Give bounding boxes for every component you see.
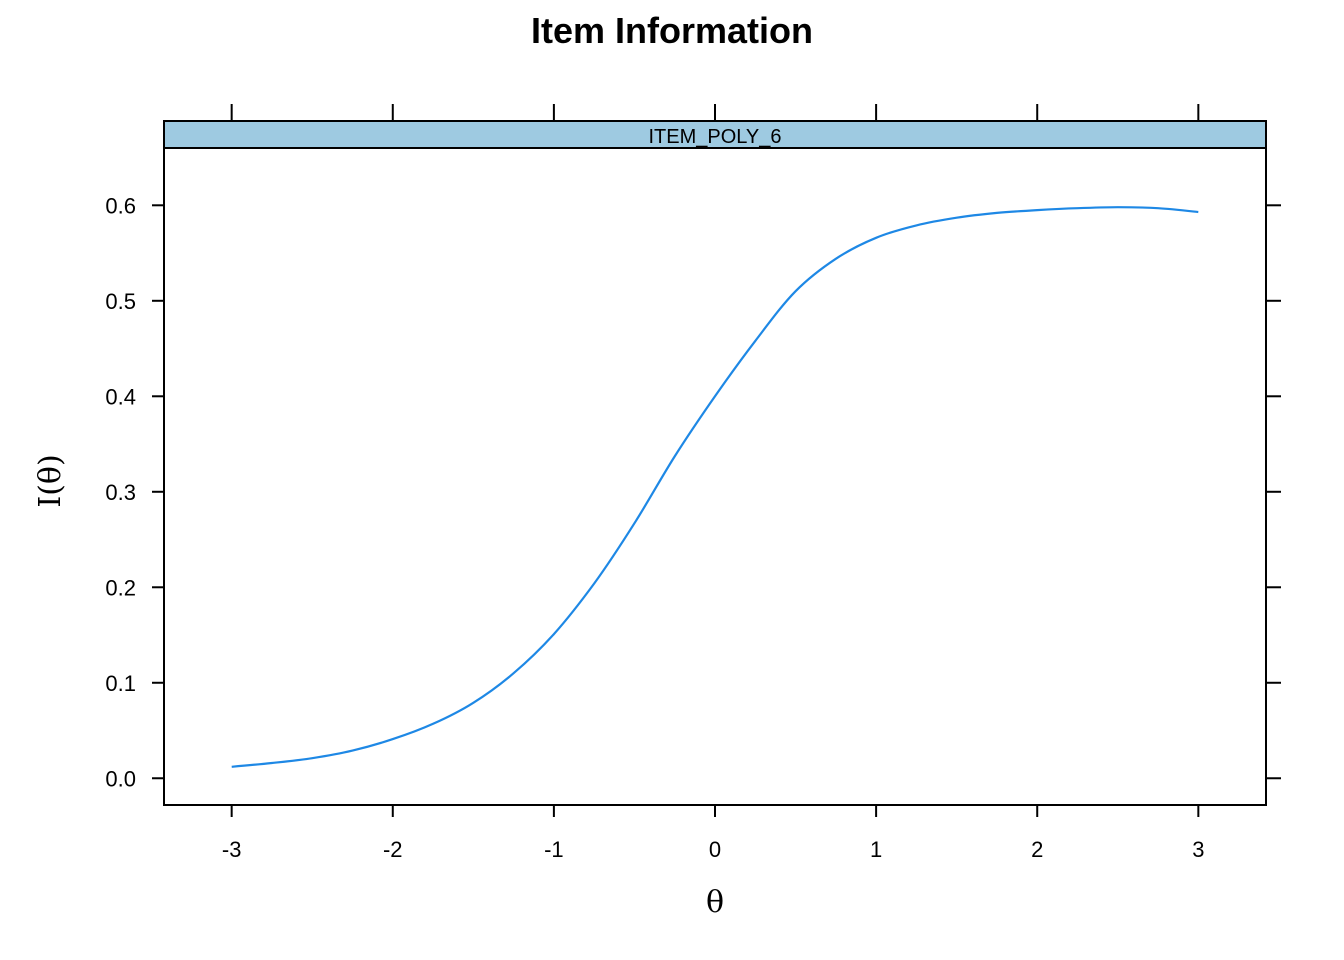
- x-tick-label: 0: [709, 837, 721, 862]
- x-tick-label: -1: [544, 837, 564, 862]
- y-tick-label: 0.6: [105, 193, 136, 218]
- x-tick-label: -3: [222, 837, 242, 862]
- x-axis: -3 -2 -1 0 1 2 3: [222, 104, 1204, 862]
- x-tick-label: 1: [870, 837, 882, 862]
- y-tick-label: 0.2: [105, 575, 136, 600]
- y-tick-label: 0.3: [105, 480, 136, 505]
- y-axis: 0.0 0.1 0.2 0.3 0.4 0.5 0.6: [105, 193, 1281, 791]
- y-tick-label: 0.4: [105, 384, 136, 409]
- x-tick-label: -2: [383, 837, 403, 862]
- series-layer: [231, 206, 1199, 768]
- series-line: [231, 206, 1199, 768]
- y-axis-label: I(θ): [33, 454, 68, 507]
- chart-title: Item Information: [531, 10, 813, 51]
- y-tick-label: 0.0: [105, 766, 136, 791]
- panel-strip: [163, 120, 1267, 149]
- x-tick-label: 2: [1031, 837, 1043, 862]
- plot-frame: [163, 147, 1267, 806]
- x-axis-label: θ: [706, 885, 724, 920]
- panel-strip-label: ITEM_POLY_6: [648, 126, 781, 148]
- y-tick-label: 0.5: [105, 289, 136, 314]
- x-tick-label: 3: [1192, 837, 1204, 862]
- y-tick-label: 0.1: [105, 671, 136, 696]
